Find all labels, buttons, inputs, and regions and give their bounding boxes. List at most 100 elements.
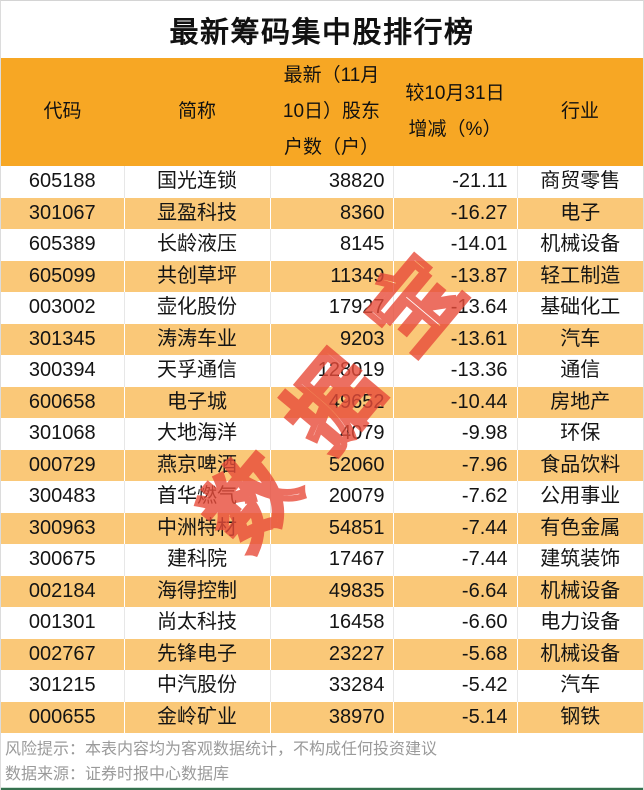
header-cell-holders: 最新（11月10日）股东户数（户）: [270, 58, 393, 166]
table-row: 301068 大地海洋 4079 -9.98 环保: [1, 418, 643, 450]
cell-change: -10.44: [392, 386, 517, 418]
cell-holders: 20079: [269, 481, 393, 513]
cell-industry: 公用事业: [516, 481, 643, 513]
table-row: 301067 显盈科技 8360 -16.27 电子: [1, 197, 643, 229]
cell-change: -9.98: [392, 418, 517, 450]
cell-change: -7.96: [392, 449, 517, 481]
cell-name: 长龄液压: [123, 229, 270, 261]
cell-code: 300483: [28, 485, 96, 507]
cell-change: -5.42: [392, 670, 517, 702]
cell-code: 301345: [28, 327, 96, 350]
cell-code: 300963: [28, 516, 96, 539]
cell-name: 涛涛车业: [123, 323, 270, 355]
cell-change: -6.64: [392, 575, 517, 607]
cell-industry: 轻工制造: [516, 260, 643, 292]
cell-change: -13.64: [392, 292, 517, 324]
cell-change: -7.44: [392, 512, 517, 544]
cell-change: -21.11: [392, 166, 517, 198]
cell-industry: 建筑装饰: [516, 544, 643, 576]
cell-holders: 128019: [269, 355, 393, 387]
cell-name: 金岭矿业: [123, 701, 270, 733]
cell-code: 600658: [28, 390, 96, 413]
cell-name: 天孚通信: [123, 355, 270, 387]
cell-change: -6.60: [392, 607, 517, 639]
cell-name: 尚太科技: [123, 607, 270, 639]
cell-name: 中汽股份: [123, 670, 270, 702]
table-header: 代码 简称 最新（11月10日）股东户数（户） 较10月31日增减（%） 行业: [1, 58, 643, 166]
cell-holders: 33284: [269, 670, 393, 702]
table-row: 301345 涛涛车业 9203 -13.61 汽车: [1, 323, 643, 355]
table-header-row: 代码 简称 最新（11月10日）股东户数（户） 较10月31日增减（%） 行业: [1, 58, 643, 166]
cell-name: 首华燃气: [123, 481, 270, 513]
cell-change: -5.68: [392, 638, 517, 670]
table-row: 300394 天孚通信 128019 -13.36 通信: [1, 355, 643, 387]
cell-industry: 汽车: [516, 323, 643, 355]
cell-code: 003002: [28, 296, 96, 318]
cell-industry: 环保: [516, 418, 643, 450]
table-row: 002184 海得控制 49835 -6.64 机械设备: [1, 575, 643, 607]
cell-holders: 16458: [269, 607, 393, 639]
cell-industry: 机械设备: [516, 575, 643, 607]
table-row: 002767 先锋电子 23227 -5.68 机械设备: [1, 638, 643, 670]
table-row: 001301 尚太科技 16458 -6.60 电力设备: [1, 607, 643, 639]
cell-code: 301067: [28, 201, 96, 224]
table-row: 300675 建科院 17467 -7.44 建筑装饰: [1, 544, 643, 576]
cell-holders: 54851: [269, 512, 393, 544]
cell-name: 建科院: [123, 544, 270, 576]
header-cell-industry: 行业: [517, 58, 643, 166]
cell-holders: 17927: [269, 292, 393, 324]
cell-change: -13.61: [392, 323, 517, 355]
table-row: 000655 金岭矿业 38970 -5.14 钢铁: [1, 701, 643, 733]
cell-industry: 钢铁: [516, 701, 643, 733]
cell-name: 燕京啤酒: [123, 449, 270, 481]
table-row: 605188 国光连锁 38820 -21.11 商贸零售: [1, 166, 643, 198]
table-row: 605389 长龄液压 8145 -14.01 机械设备: [1, 229, 643, 261]
cell-change: -5.14: [392, 701, 517, 733]
risk-note: 风险提示：本表内容均为客观数据统计，不构成任何投资建议: [5, 741, 438, 758]
cell-holders: 17467: [269, 544, 393, 576]
cell-holders: 11349: [269, 260, 393, 292]
cell-change: -13.87: [392, 260, 517, 292]
page-title: 最新筹码集中股排行榜: [169, 16, 475, 49]
cell-code: 000729: [28, 453, 96, 476]
cell-code: 301215: [28, 674, 96, 696]
cell-holders: 9203: [269, 323, 393, 355]
cell-change: -13.36: [392, 355, 517, 387]
cell-name: 大地海洋: [123, 418, 270, 450]
cell-industry: 基础化工: [516, 292, 643, 324]
cell-code: 605389: [28, 233, 96, 255]
cell-code: 605099: [28, 264, 96, 287]
cell-industry: 通信: [516, 355, 643, 387]
cell-name: 壶化股份: [123, 292, 270, 324]
cell-code: 001301: [28, 611, 96, 633]
cell-name: 电子城: [123, 386, 270, 418]
table-row: 003002 壶化股份 17927 -13.64 基础化工: [1, 292, 643, 324]
cell-code: 002184: [28, 579, 96, 602]
cell-industry: 机械设备: [516, 638, 643, 670]
header-cell-change: 较10月31日增减（%）: [393, 58, 517, 166]
cell-name: 海得控制: [123, 575, 270, 607]
cell-code: 300394: [28, 359, 96, 381]
cell-industry: 房地产: [516, 386, 643, 418]
cell-holders: 52060: [269, 449, 393, 481]
cell-holders: 38970: [269, 701, 393, 733]
cell-code: 300675: [28, 548, 96, 570]
cell-holders: 49652: [269, 386, 393, 418]
table-row: 000729 燕京啤酒 52060 -7.96 食品饮料: [1, 449, 643, 481]
table-row: 600658 电子城 49652 -10.44 房地产: [1, 386, 643, 418]
table-row: 301215 中汽股份 33284 -5.42 汽车: [1, 670, 643, 702]
cell-holders: 8360: [269, 197, 393, 229]
cell-change: -16.27: [392, 197, 517, 229]
table-body: 605188 国光连锁 38820 -21.11 商贸零售 301067 显盈科技 8360-…: [1, 166, 643, 733]
table-row: 300483 首华燃气 20079 -7.62 公用事业: [1, 481, 643, 513]
stocks-table: 代码 简称 最新（11月10日）股东户数（户） 较10月31日增减（%） 行业 …: [1, 58, 643, 733]
cell-code: 000655: [28, 705, 96, 728]
cell-industry: 商贸零售: [516, 166, 643, 198]
cell-holders: 4079: [269, 418, 393, 450]
cell-holders: 23227: [269, 638, 393, 670]
footer: 风险提示：本表内容均为客观数据统计，不构成任何投资建议 数据来源：证券时报中心数…: [1, 733, 643, 787]
cell-holders: 49835: [269, 575, 393, 607]
header-cell-name: 简称: [124, 58, 270, 166]
cell-change: -7.44: [392, 544, 517, 576]
cell-name: 中洲特材: [123, 512, 270, 544]
